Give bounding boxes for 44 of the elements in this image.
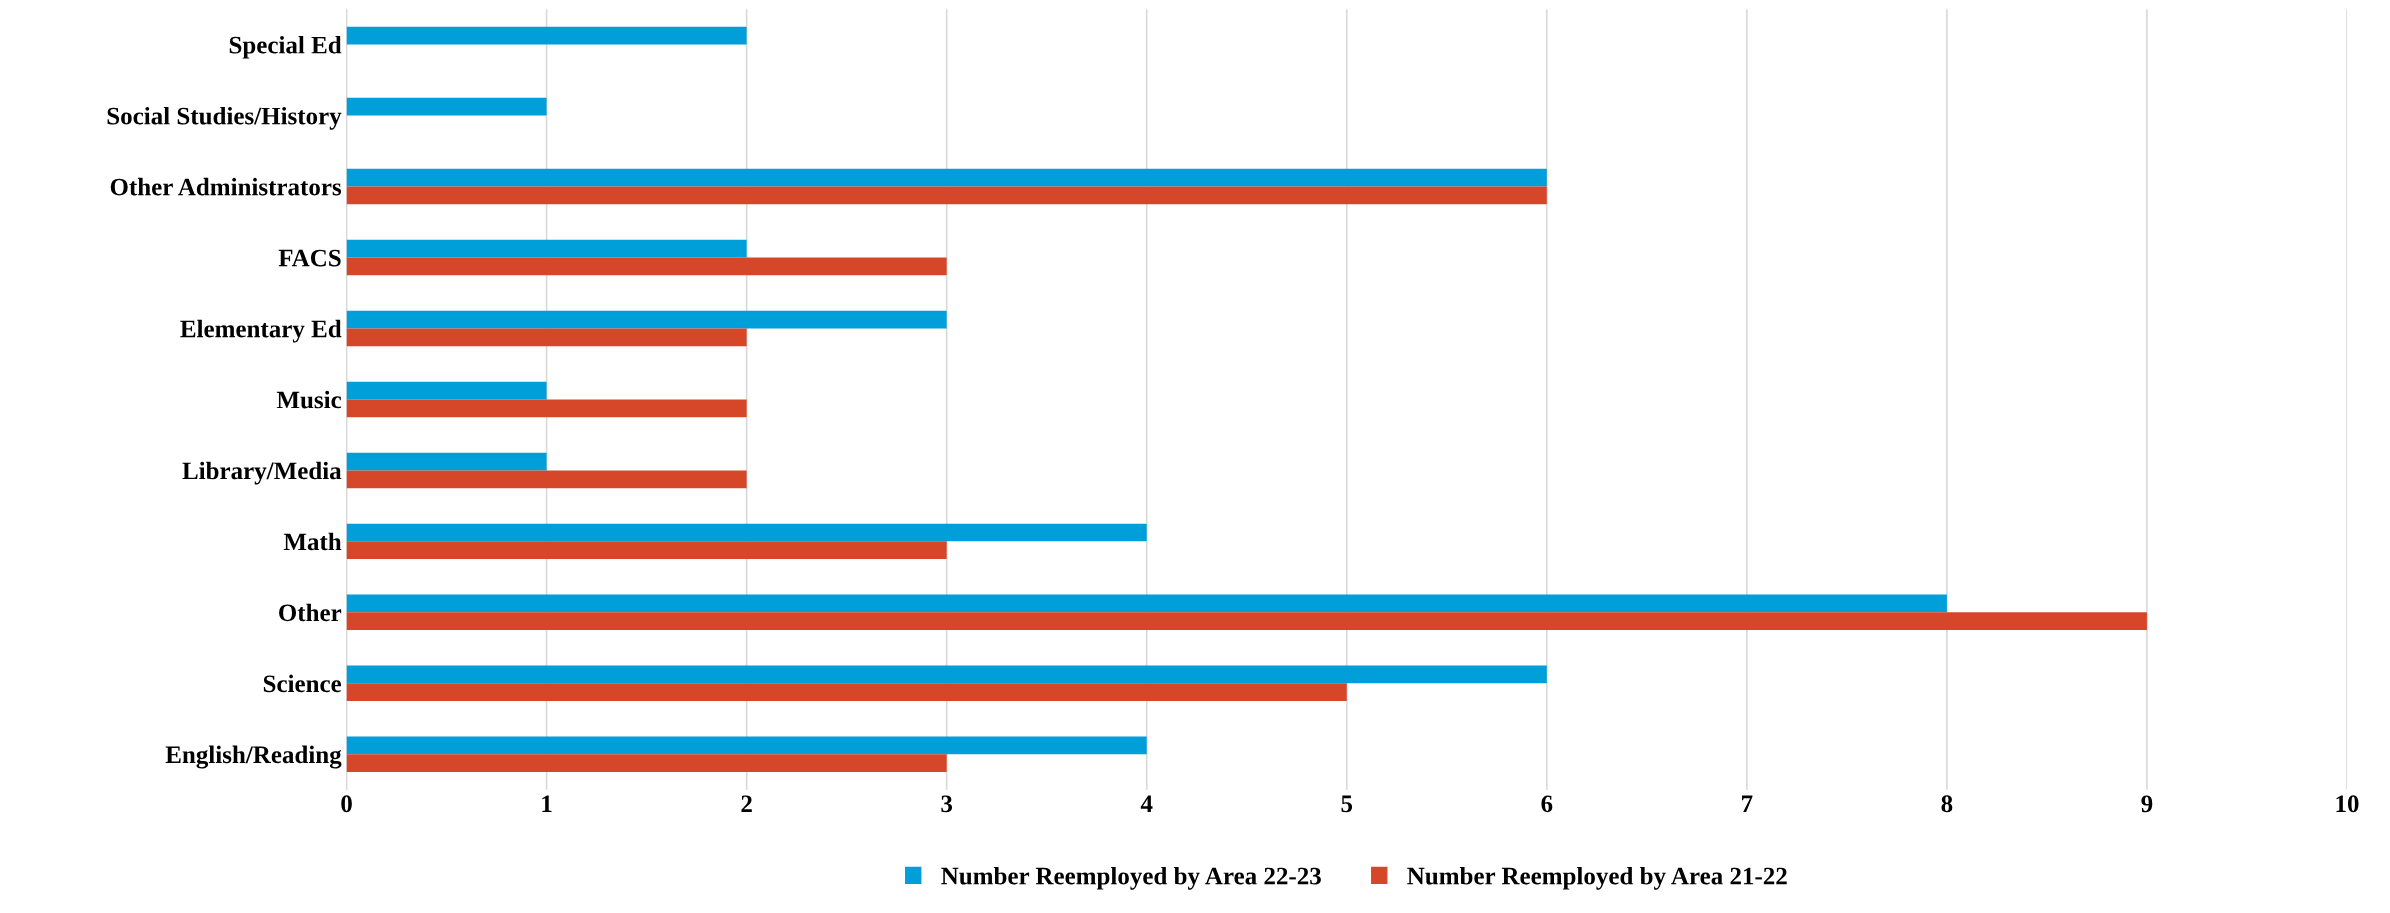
x-tick-label: 8 <box>1941 795 1953 813</box>
x-tick-label: 1 <box>542 795 552 812</box>
y-tick-label: FACS <box>278 249 341 267</box>
bar <box>346 186 1547 205</box>
x-tick-label: 7 <box>1742 795 1753 812</box>
x-tick-label: 5 <box>1341 795 1353 813</box>
y-tick-label: Elementary Ed <box>180 319 342 343</box>
bar <box>346 736 1147 755</box>
bar <box>346 328 747 347</box>
bar <box>346 310 947 329</box>
y-tick-label: Special Ed <box>229 35 342 59</box>
x-tick-label: 9 <box>2141 795 2153 813</box>
legend-label: Number Reemployed by Area 21-22 <box>1407 866 1787 890</box>
bar <box>346 612 2147 631</box>
x-tick-label: 0 <box>341 795 352 813</box>
bar <box>346 541 947 560</box>
y-tick-label: Library/Media <box>182 461 342 485</box>
bar <box>346 97 547 116</box>
x-tick-label: 2 <box>741 795 752 812</box>
bar <box>346 754 947 772</box>
x-tick-label: 10 <box>2336 795 2359 813</box>
y-tick-label: Social Studies/History <box>107 106 342 130</box>
x-tick-label: 6 <box>1541 795 1553 813</box>
bar <box>346 470 747 489</box>
bar <box>346 594 1947 613</box>
y-tick-label: Other <box>279 603 342 622</box>
y-tick-label: Science <box>263 674 342 693</box>
y-tick-label: Music <box>276 390 342 409</box>
x-tick-label: 4 <box>1140 795 1153 812</box>
bar <box>346 665 1547 684</box>
bar <box>346 26 747 45</box>
bar <box>346 381 547 400</box>
y-tick-label: English/Reading <box>165 745 342 769</box>
bar <box>346 399 747 418</box>
legend-label: Number Reemployed by Area 22-23 <box>941 866 1321 890</box>
bar <box>346 239 747 258</box>
x-tick-label: 3 <box>941 795 953 813</box>
y-tick-label: Other Administrators <box>110 177 342 196</box>
bar <box>346 452 547 471</box>
bar <box>346 683 1347 702</box>
y-tick-label: Math <box>283 532 342 551</box>
bar <box>346 168 1547 187</box>
bar <box>346 257 947 276</box>
bar <box>346 523 1147 542</box>
